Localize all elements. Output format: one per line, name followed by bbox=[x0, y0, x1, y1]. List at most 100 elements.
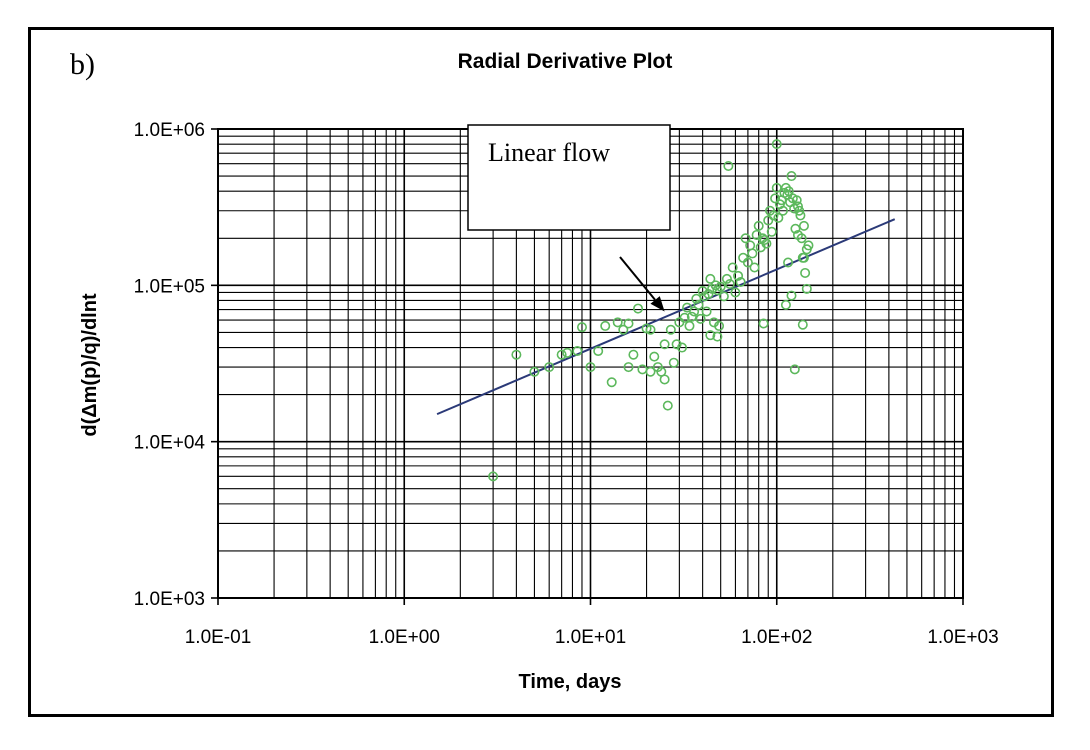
x-tick-label: 1.0E-01 bbox=[185, 627, 252, 648]
data-point bbox=[662, 400, 673, 411]
data-point bbox=[705, 330, 716, 341]
data-point bbox=[798, 220, 809, 231]
y-tick-label: 1.0E+05 bbox=[134, 276, 205, 297]
data-point bbox=[684, 320, 695, 331]
data-point bbox=[753, 220, 764, 231]
data-point bbox=[798, 252, 809, 263]
data-point bbox=[606, 377, 617, 388]
data-point bbox=[786, 290, 797, 301]
data-point bbox=[618, 324, 629, 335]
x-tick-label: 1.0E+03 bbox=[927, 627, 998, 648]
data-point bbox=[727, 262, 738, 273]
data-point bbox=[801, 283, 812, 294]
data-point bbox=[768, 210, 779, 221]
data-point bbox=[777, 205, 788, 216]
data-point bbox=[600, 320, 611, 331]
y-tick-labels: 1.0E+03 1.0E+04 1.0E+05 1.0E+06 bbox=[134, 120, 218, 610]
data-point bbox=[794, 205, 805, 216]
data-point bbox=[645, 324, 656, 335]
data-point bbox=[628, 349, 639, 360]
data-point bbox=[556, 349, 567, 360]
annotation-text: Linear flow bbox=[488, 138, 610, 167]
data-point bbox=[733, 270, 744, 281]
data-point bbox=[712, 331, 723, 342]
data-point bbox=[693, 299, 704, 310]
data-point bbox=[721, 273, 732, 284]
data-point bbox=[714, 320, 725, 331]
data-point bbox=[637, 364, 648, 375]
data-point bbox=[576, 322, 587, 333]
y-axis-label: d(Δm(p)/q)/dlnt bbox=[79, 293, 101, 437]
data-point bbox=[789, 364, 800, 375]
data-point bbox=[593, 346, 604, 357]
data-point bbox=[792, 229, 803, 240]
data-point bbox=[738, 252, 749, 263]
data-point bbox=[623, 362, 634, 373]
data-point bbox=[792, 201, 803, 212]
data-point bbox=[572, 346, 583, 357]
data-point bbox=[747, 248, 758, 259]
annotation-arrowhead bbox=[650, 296, 665, 312]
data-point bbox=[585, 362, 596, 373]
data-point bbox=[529, 366, 540, 377]
data-point bbox=[659, 339, 670, 350]
data-point bbox=[679, 312, 690, 323]
data-point bbox=[724, 278, 735, 289]
data-point bbox=[488, 471, 499, 482]
data-point bbox=[803, 240, 814, 251]
x-tick-label: 1.0E+00 bbox=[369, 627, 440, 648]
x-tick-label: 1.0E+02 bbox=[741, 627, 812, 648]
data-point bbox=[623, 318, 634, 329]
data-point bbox=[763, 215, 774, 226]
grid-lines bbox=[218, 129, 963, 598]
data-point bbox=[745, 240, 756, 251]
data-point bbox=[695, 313, 706, 324]
data-point bbox=[701, 306, 712, 317]
annotation-box bbox=[467, 124, 671, 231]
data-point bbox=[770, 193, 781, 204]
x-axis-label: Time, days bbox=[518, 671, 621, 693]
data-points bbox=[488, 139, 814, 482]
data-point bbox=[758, 318, 769, 329]
trend-line bbox=[436, 218, 896, 416]
data-point bbox=[735, 277, 746, 288]
data-point bbox=[665, 324, 676, 335]
data-point bbox=[723, 160, 734, 171]
x-tick-label: 1.0E+01 bbox=[555, 627, 626, 648]
data-point bbox=[710, 280, 721, 291]
y-tick-label: 1.0E+04 bbox=[134, 433, 206, 454]
data-point bbox=[659, 374, 670, 385]
data-point bbox=[791, 195, 802, 206]
data-point bbox=[697, 285, 708, 296]
data-point bbox=[544, 362, 555, 373]
data-point bbox=[705, 273, 716, 284]
data-point bbox=[761, 238, 772, 249]
data-point bbox=[749, 262, 760, 273]
y-tick-label: 1.0E+03 bbox=[134, 589, 205, 610]
data-point bbox=[773, 212, 784, 223]
annotation-arrow bbox=[619, 256, 656, 301]
data-point bbox=[715, 281, 726, 292]
x-tick-labels: 1.0E-01 1.0E+00 1.0E+01 1.0E+02 1.0E+03 bbox=[185, 598, 999, 648]
panel-label: b) bbox=[70, 48, 95, 81]
data-point bbox=[797, 319, 808, 330]
data-point bbox=[771, 139, 782, 150]
data-point bbox=[686, 311, 697, 322]
y-tick-label: 1.0E+06 bbox=[134, 120, 205, 141]
data-point bbox=[786, 171, 797, 182]
data-point bbox=[766, 226, 777, 237]
data-point bbox=[800, 267, 811, 278]
data-point bbox=[783, 257, 794, 268]
data-point bbox=[633, 303, 644, 314]
data-point bbox=[612, 317, 623, 328]
data-point bbox=[689, 306, 700, 317]
data-point bbox=[677, 342, 688, 353]
data-point bbox=[742, 257, 753, 268]
data-point bbox=[645, 366, 656, 377]
data-point bbox=[511, 349, 522, 360]
data-point bbox=[740, 233, 751, 244]
data-point bbox=[780, 299, 791, 310]
data-point bbox=[795, 210, 806, 221]
chart-title: Radial Derivative Plot bbox=[457, 50, 673, 73]
